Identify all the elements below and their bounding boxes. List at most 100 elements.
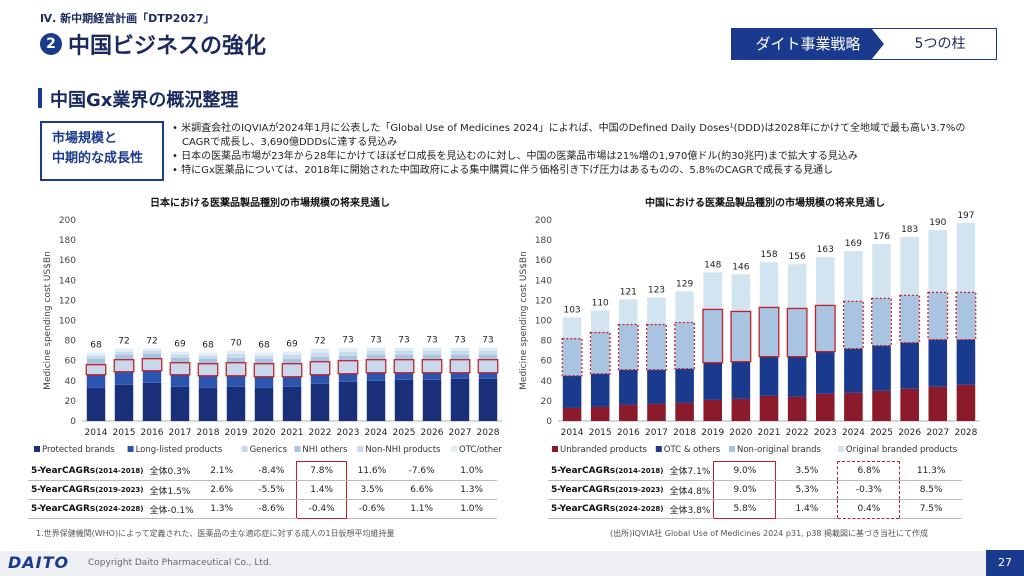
table-row: 5-YearCAGRs(2014-2018) 全体0.3% 2.1% -8.4% 7.8… — [28, 461, 497, 481]
market-box-line2: 中期的な成長性 — [52, 151, 144, 166]
bar-segment — [86, 364, 106, 375]
bar-segment — [170, 374, 190, 387]
bar-segment — [394, 347, 414, 351]
x-tick-label: 2021 — [281, 428, 304, 438]
cagr-value: -0.4% — [296, 499, 348, 519]
bar-segment — [170, 362, 190, 375]
bar-segment — [198, 358, 218, 364]
bar-segment — [114, 351, 134, 355]
bar-segment — [282, 358, 302, 364]
x-tick-label: 2017 — [645, 428, 668, 438]
bar-segment — [478, 354, 498, 360]
highlight-outline — [393, 359, 415, 374]
legend-swatch — [729, 446, 735, 452]
x-tick-label: 2014 — [85, 428, 108, 438]
cagr-value: 3.5% — [775, 461, 838, 481]
strategy-tag: ダイト事業戦略 5つの柱 — [731, 28, 997, 60]
bar-segment — [254, 363, 274, 377]
bar-segment — [254, 352, 274, 356]
bar-segment — [478, 378, 498, 421]
bar-segment — [310, 361, 330, 375]
cagr-total: 全体7.1% — [666, 461, 714, 481]
cagr-value: 1.0% — [446, 499, 497, 519]
y-tick-label: 0 — [70, 417, 76, 427]
highlight-outline — [589, 331, 611, 375]
x-tick-label: 2024 — [842, 428, 865, 438]
x-tick-label: 2022 — [309, 428, 332, 438]
x-tick-label: 2024 — [365, 428, 388, 438]
x-tick-label: 2014 — [561, 428, 584, 438]
x-tick-label: 2021 — [758, 428, 781, 438]
bar-segment — [226, 375, 246, 387]
x-tick-label: 2025 — [393, 428, 416, 438]
legend-swatch — [294, 446, 301, 452]
bar-segment — [787, 308, 807, 357]
y-axis-label: Medicine spending cost US$Bn — [519, 251, 529, 390]
legend-label: Protected brands — [42, 445, 115, 455]
legend-label: Long-listed products — [136, 445, 223, 455]
bar-segment — [647, 369, 666, 404]
highlight-outline — [141, 358, 163, 372]
y-tick-label: 140 — [59, 276, 76, 286]
highlight-outline — [365, 359, 387, 374]
cagr-value: 1.0% — [446, 461, 497, 481]
bar-segment — [928, 230, 948, 293]
bar-segment — [282, 363, 302, 377]
bar-segment — [590, 310, 610, 333]
bar-segment — [282, 351, 302, 355]
bar-segment — [703, 309, 723, 363]
y-tick-label: 160 — [59, 256, 76, 266]
bar-segment — [394, 372, 414, 380]
china-cagr-table: 5-YearCAGRs(2014-2018) 全体7.1% 9.0% 3.5% 6.8%… — [548, 461, 962, 519]
bar-segment — [114, 354, 134, 360]
cagr-value: 1.3% — [446, 480, 497, 500]
total-label: 73 — [342, 336, 353, 346]
china-chart-title: 中国における医薬品製品種別の市場規模の将来見通し — [645, 198, 885, 209]
bar-segment — [956, 223, 976, 293]
bar-segment — [450, 347, 470, 351]
x-tick-label: 2025 — [870, 428, 893, 438]
bar-segment — [422, 354, 442, 360]
y-tick-label: 60 — [65, 357, 77, 367]
bar-segment — [815, 257, 835, 306]
japan-chart-title: 日本における医薬品製品種別の市場規模の将来見通し — [150, 198, 390, 209]
bar-segment — [450, 350, 470, 355]
cagr-value: -5.5% — [246, 480, 297, 500]
bar-segment — [450, 372, 470, 379]
bar-segment — [338, 360, 358, 374]
bar-segment — [815, 393, 835, 421]
bar-segment — [590, 406, 610, 421]
y-axis-label: Medicine spending cost US$Bn — [43, 251, 53, 390]
y-tick-label: 140 — [535, 276, 552, 286]
bar-segment — [759, 356, 779, 396]
total-label: 148 — [704, 260, 721, 270]
bar-segment — [226, 362, 246, 376]
section-subtitle: 中国Gx業界の概況整理 — [50, 90, 239, 111]
highlight-outline — [871, 297, 892, 347]
cagr-value: 7.8% — [296, 461, 348, 481]
highlight-outline — [842, 300, 864, 350]
total-label: 68 — [258, 341, 270, 351]
cagr-value: 9.0% — [713, 480, 777, 500]
bar-segment — [872, 345, 891, 391]
x-tick-label: 2016 — [141, 428, 164, 438]
bar-segment — [956, 339, 976, 385]
total-label: 73 — [426, 336, 437, 346]
bar-segment — [562, 338, 582, 376]
highlight-outline — [253, 363, 275, 378]
bar-segment — [844, 348, 863, 393]
x-tick-label: 2019 — [701, 428, 724, 438]
legend-label: Generics — [250, 445, 288, 455]
bar-segment — [422, 359, 442, 373]
bar-segment — [619, 369, 638, 405]
total-label: 129 — [676, 279, 693, 289]
bar-segment — [844, 251, 863, 302]
legend-swatch — [357, 446, 364, 452]
legend-swatch — [837, 446, 844, 452]
bar-segment — [310, 352, 330, 357]
legend-swatch — [655, 446, 662, 452]
x-tick-label: 2027 — [926, 428, 949, 438]
x-tick-label: 2020 — [253, 428, 276, 438]
total-label: 68 — [90, 341, 102, 351]
subtitle-accent-bar — [38, 88, 42, 108]
